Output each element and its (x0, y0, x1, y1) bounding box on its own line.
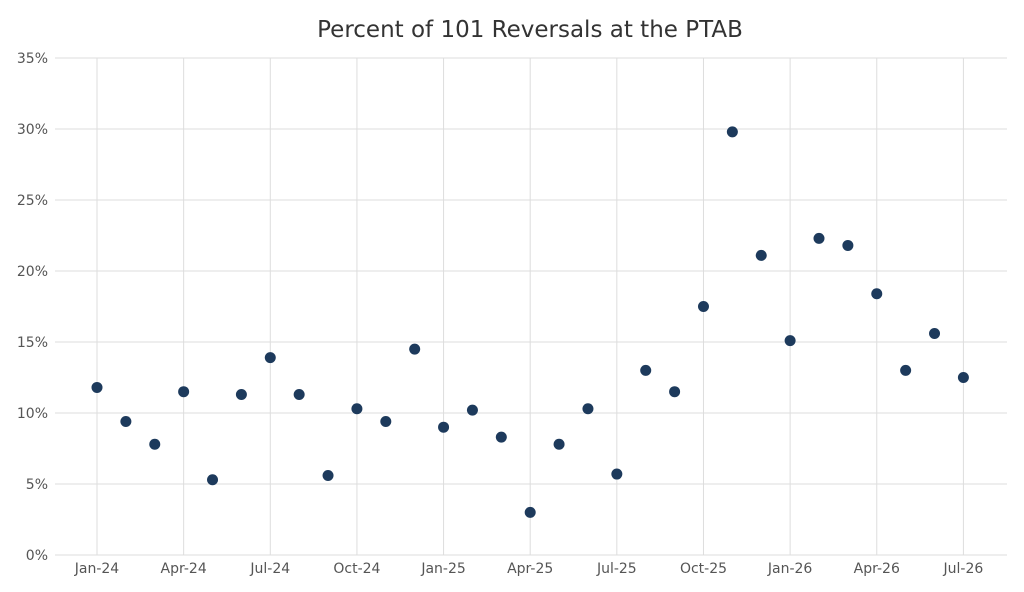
data-point (496, 432, 507, 443)
data-point (467, 405, 478, 416)
data-point (178, 386, 189, 397)
x-tick-label: Jan-25 (420, 561, 465, 577)
y-tick-label: 15% (17, 335, 48, 351)
x-tick-label: Apr-24 (161, 561, 207, 577)
x-tick-label: Jan-24 (74, 561, 120, 577)
data-point (380, 416, 391, 427)
data-point (294, 389, 305, 400)
x-tick-label: Jul-25 (596, 561, 637, 577)
data-point (900, 365, 911, 376)
data-point (525, 507, 536, 518)
data-point (120, 416, 131, 427)
data-point (554, 439, 565, 450)
data-point (438, 422, 449, 433)
x-tick-label: Oct-24 (333, 561, 380, 577)
chart-title: Percent of 101 Reversals at the PTAB (317, 17, 743, 43)
data-point (265, 352, 276, 363)
y-tick-label: 25% (17, 193, 48, 209)
data-point (323, 470, 334, 481)
data-point (207, 474, 218, 485)
data-point (871, 288, 882, 299)
data-point (351, 403, 362, 414)
data-point (785, 335, 796, 346)
x-tick-label: Apr-25 (507, 561, 553, 577)
data-point (149, 439, 160, 450)
data-point (640, 365, 651, 376)
data-point (409, 344, 420, 355)
data-point (236, 389, 247, 400)
data-point (92, 382, 103, 393)
data-point (698, 301, 709, 312)
x-tick-label: Apr-26 (854, 561, 900, 577)
x-tick-label: Jan-26 (767, 561, 813, 577)
data-point (842, 240, 853, 251)
data-point (611, 469, 622, 480)
y-tick-label: 30% (17, 122, 48, 138)
y-tick-label: 5% (26, 477, 48, 493)
data-point (814, 233, 825, 244)
y-tick-label: 20% (17, 264, 48, 280)
y-tick-label: 10% (17, 406, 48, 422)
data-point (727, 126, 738, 137)
x-tick-label: Jul-24 (249, 561, 290, 577)
data-point (929, 328, 940, 339)
x-tick-label: Jul-26 (943, 561, 984, 577)
data-point (669, 386, 680, 397)
data-point (582, 403, 593, 414)
y-tick-label: 0% (26, 548, 48, 564)
data-point (756, 250, 767, 261)
y-tick-label: 35% (17, 51, 48, 67)
data-point (958, 372, 969, 383)
x-tick-label: Oct-25 (680, 561, 727, 577)
